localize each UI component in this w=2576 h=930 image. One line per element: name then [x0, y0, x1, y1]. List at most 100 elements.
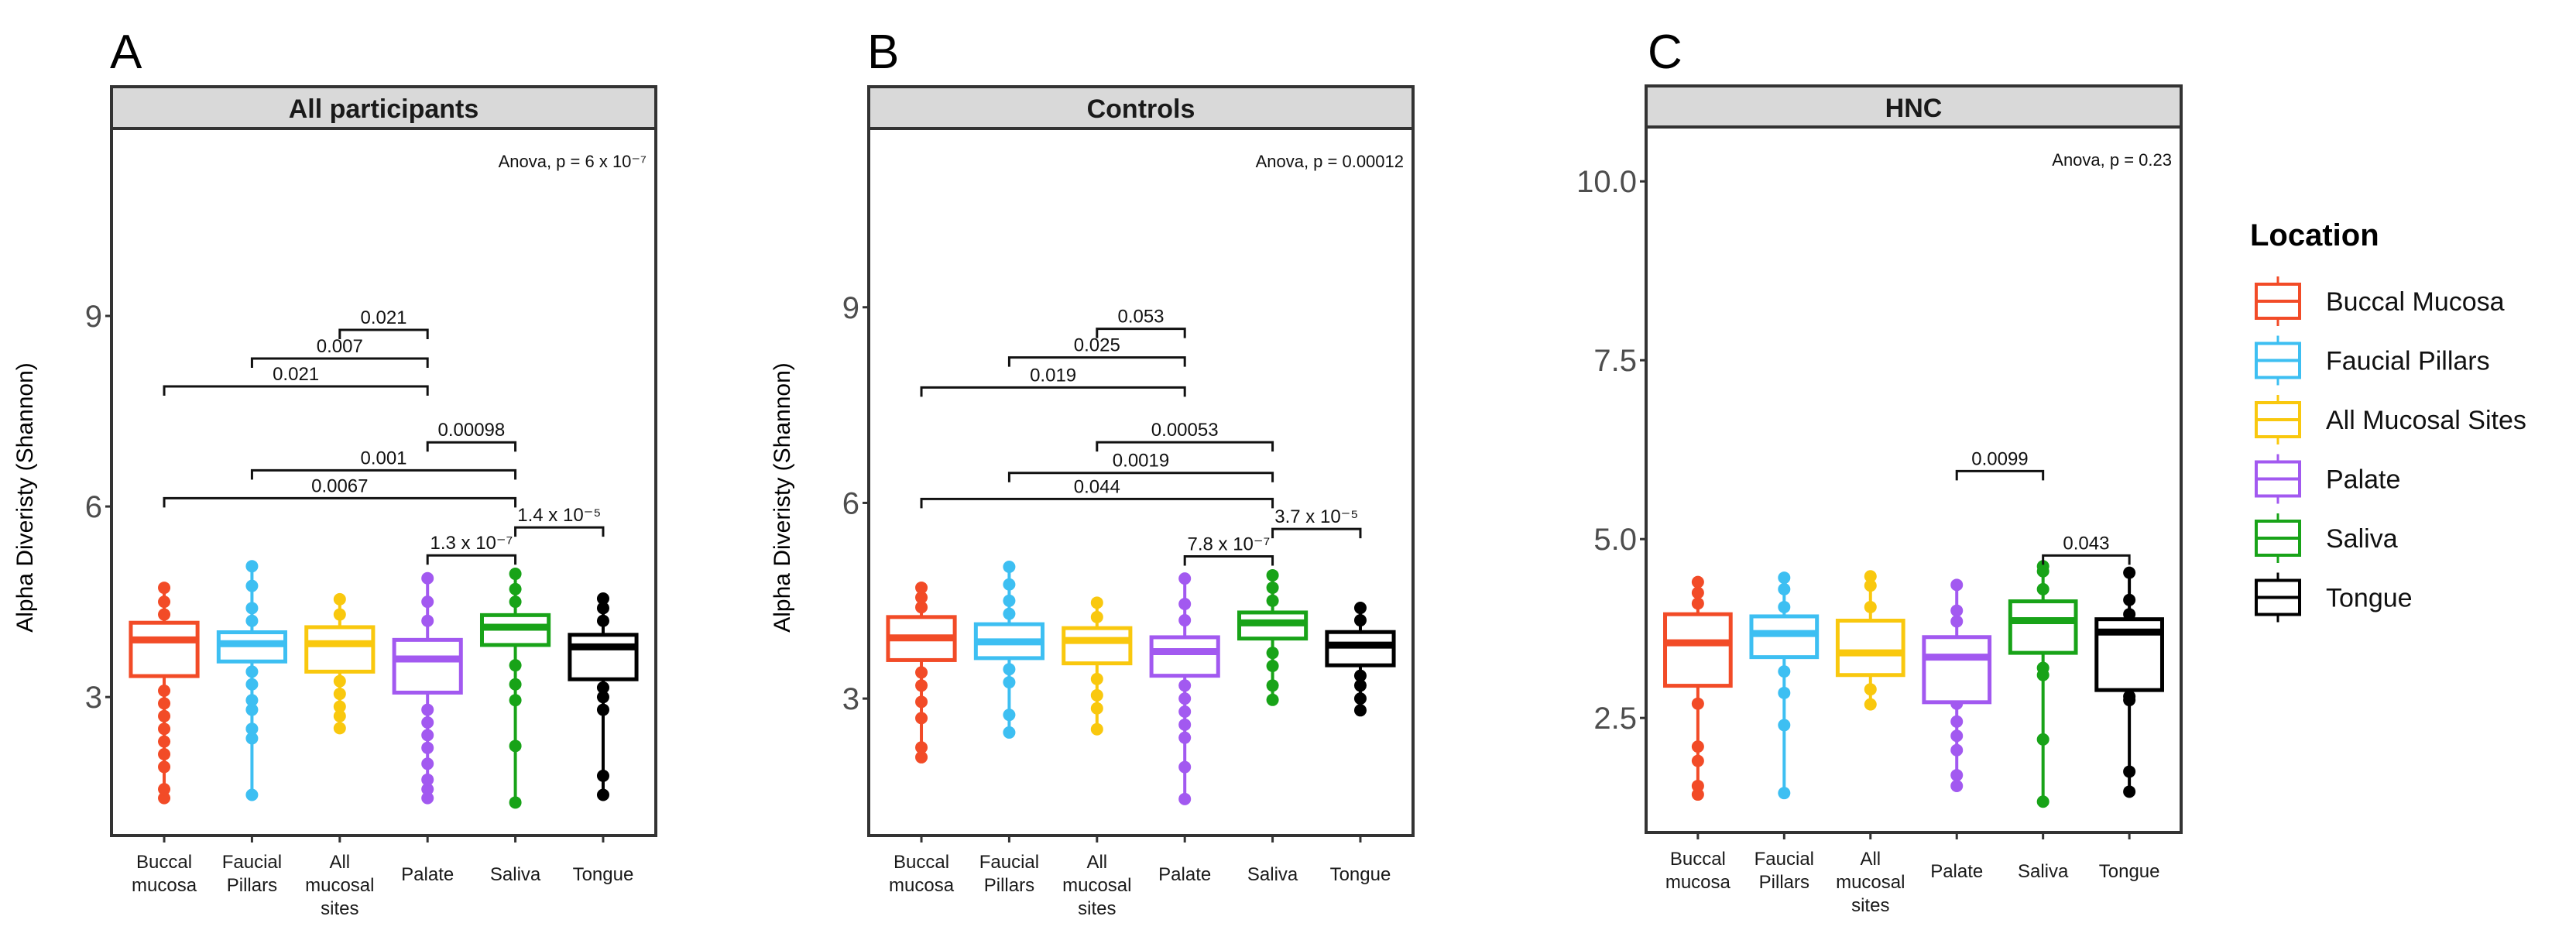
legend-label: All Mucosal Sites [2326, 406, 2526, 435]
data-point [421, 741, 434, 754]
data-point [1691, 586, 1704, 599]
legend-item: Buccal Mucosa [2255, 276, 2505, 326]
y-tick-label: 3 [85, 681, 102, 715]
anova-annotation: Anova, p = 0.23 [2052, 150, 2172, 170]
data-point [596, 681, 609, 694]
comparison-bracket [2042, 554, 2131, 565]
anova-annotation: Anova, p = 6 x 10⁻⁷ [499, 152, 647, 171]
data-point [915, 581, 928, 594]
data-point [333, 722, 346, 735]
data-point [1778, 600, 1791, 613]
data-point [1003, 709, 1016, 722]
panel-letter: A [110, 26, 142, 79]
comparison-bracket [250, 468, 517, 480]
data-point [1864, 683, 1877, 696]
data-point [1691, 697, 1704, 710]
data-point [509, 796, 522, 809]
legend-label: Buccal Mucosa [2326, 287, 2505, 317]
data-point [421, 773, 434, 786]
x-tick-label: All [329, 852, 350, 873]
data-point [245, 694, 259, 707]
data-point [1691, 740, 1704, 753]
y-axis-label: Alpha Diveristy (Shannon) [12, 362, 38, 633]
data-point [596, 602, 609, 615]
comparison-bracket [920, 497, 1274, 509]
x-tick-label: mucosa [889, 875, 955, 896]
box-iqr [129, 620, 200, 678]
comparison-p-value: 1.4 x 10⁻⁵ [517, 505, 601, 526]
comparison-p-value: 0.021 [360, 307, 406, 328]
data-point [1003, 560, 1016, 573]
box-0 [1663, 575, 1733, 801]
data-point [421, 757, 434, 770]
data-point [421, 703, 434, 716]
data-point [158, 748, 171, 761]
box-iqr [1835, 619, 1905, 678]
box-4 [2008, 560, 2078, 808]
data-point [1178, 692, 1192, 705]
data-point [1003, 594, 1016, 607]
x-tick-label: Saliva [1247, 864, 1298, 885]
y-tick-label: 9 [85, 300, 102, 334]
legend-item: Palate [2255, 454, 2400, 504]
data-point [2036, 582, 2049, 595]
comparison-bracket [426, 554, 517, 565]
box-0 [129, 582, 200, 805]
x-tick-label: Faucial [1754, 849, 1814, 870]
data-point [1691, 575, 1704, 589]
data-point [158, 760, 171, 774]
x-tick-label: Buccal [136, 852, 192, 873]
data-point [1090, 610, 1103, 623]
box-0 [886, 581, 957, 764]
y-tick-label: 2.5 [1593, 702, 1637, 736]
data-point [1950, 578, 1964, 592]
data-point [509, 678, 522, 691]
x-tick-label: Tongue [573, 864, 634, 885]
data-point [596, 592, 609, 606]
data-point [421, 595, 434, 609]
data-point [333, 709, 346, 722]
data-point [596, 691, 609, 704]
box-5 [568, 592, 639, 801]
data-point [421, 571, 434, 585]
data-point [1266, 647, 1279, 660]
data-point [158, 595, 171, 609]
data-point [1864, 570, 1877, 583]
box-iqr [304, 625, 376, 674]
anova-annotation: Anova, p = 0.00012 [1256, 152, 1404, 171]
data-point [158, 697, 171, 710]
comparison-bracket [338, 328, 429, 340]
data-point [421, 729, 434, 742]
legend-item: Tongue [2255, 572, 2413, 623]
legend-label: Faucial Pillars [2326, 347, 2490, 376]
data-point [158, 791, 171, 805]
data-point [421, 614, 434, 627]
data-point [1864, 579, 1877, 592]
comparison-bracket [250, 357, 429, 368]
data-point [333, 688, 346, 701]
data-point [245, 665, 259, 678]
x-tick-label: sites [1078, 898, 1116, 919]
data-point [2123, 765, 2136, 778]
x-tick-label: All [1086, 852, 1107, 873]
data-point [1178, 572, 1192, 585]
y-tick-label: 3 [842, 682, 859, 716]
panel-letter: C [1648, 26, 1682, 79]
data-point [1003, 676, 1016, 689]
data-point [1778, 686, 1791, 699]
data-point [915, 666, 928, 679]
data-point [1266, 581, 1279, 594]
data-point [2036, 661, 2049, 674]
data-point [1266, 679, 1279, 692]
data-point [1778, 665, 1791, 678]
box-iqr [1149, 635, 1220, 678]
x-tick-label: mucosa [132, 875, 197, 896]
data-point [915, 601, 928, 614]
data-point [1090, 722, 1103, 736]
data-point [158, 735, 171, 748]
comparison-bracket [514, 526, 605, 537]
box-3 [392, 571, 463, 805]
x-tick-label: Faucial [979, 852, 1039, 873]
box-iqr [392, 637, 463, 695]
comparison-p-value: 1.3 x 10⁻⁷ [430, 533, 513, 554]
